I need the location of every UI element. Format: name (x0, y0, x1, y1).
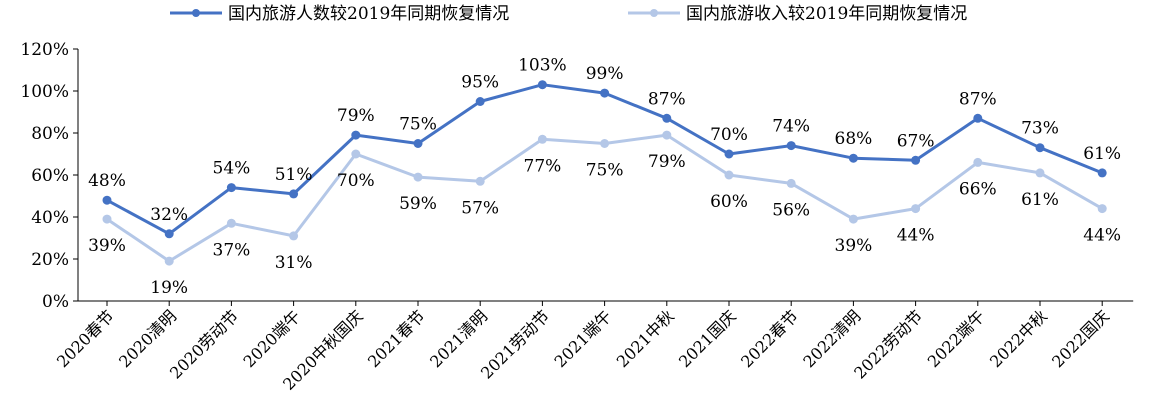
visitors-data-label: 79% (337, 106, 375, 126)
series-group (102, 80, 1107, 266)
x-tick-label: 2021国庆 (675, 306, 740, 371)
visitors-data-point (1097, 168, 1107, 178)
x-tick-label: 2022春节 (737, 306, 802, 371)
income-data-point (475, 176, 485, 186)
visitors-data-label: 48% (88, 171, 126, 191)
x-tick-label: 2021春节 (364, 306, 429, 371)
income-data-point (1035, 168, 1045, 178)
income-data-point (911, 204, 921, 214)
income-data-point (537, 134, 547, 144)
visitors-data-label: 61% (1083, 144, 1121, 164)
visitors-data-point (351, 130, 361, 140)
income-data-label: 59% (399, 194, 437, 214)
income-data-label: 66% (959, 179, 997, 199)
visitors-data-point (475, 97, 485, 106)
visitors-data-point (973, 113, 983, 123)
visitors-data-label: 103% (518, 56, 567, 76)
x-tick-label: 2020清明 (115, 306, 180, 371)
income-data-label: 60% (710, 192, 748, 212)
income-data-point (413, 172, 423, 182)
visitors-data-point (289, 189, 299, 199)
y-tick-label: 20% (31, 250, 69, 270)
income-data-label: 44% (1083, 226, 1121, 246)
visitors-data-point (413, 139, 423, 148)
legend: 国内旅游人数较2019年同期恢复情况 国内旅游收入较2019年同期恢复情况 (170, 4, 967, 24)
income-data-label: 70% (337, 171, 375, 191)
x-tick-label: 2022国庆 (1048, 306, 1113, 371)
visitors-data-point (600, 88, 610, 98)
income-data-label: 39% (88, 236, 126, 256)
visitors-data-label: 99% (586, 64, 624, 84)
visitors-data-point (662, 113, 672, 123)
income-data-point (786, 178, 796, 188)
visitors-data-point (226, 183, 236, 193)
visitors-data-label: 75% (399, 115, 437, 135)
x-tick-label: 2021端午 (551, 306, 616, 371)
visitors-data-label: 95% (461, 73, 499, 93)
income-data-point (289, 231, 299, 241)
income-data-label: 39% (835, 236, 873, 256)
income-data-label: 19% (150, 278, 188, 298)
y-tick-label: 40% (31, 208, 69, 228)
y-tick-label: 100% (20, 82, 69, 102)
visitors-data-point (537, 80, 547, 90)
x-tick-label: 2022清明 (799, 306, 864, 371)
visitors-data-point (786, 141, 796, 151)
visitors-data-label: 87% (959, 89, 997, 109)
income-data-label: 37% (213, 240, 251, 260)
income-data-label: 57% (461, 198, 499, 218)
x-tick-label: 2020春节 (53, 306, 118, 371)
income-data-label: 44% (897, 226, 935, 246)
legend-label-1: 国内旅游人数较2019年同期恢复情况 (228, 4, 509, 24)
income-series-line (106, 133, 1103, 263)
x-tick-label: 2021清明 (426, 306, 491, 371)
y-tick-label: 120% (20, 40, 69, 60)
visitors-data-label: 51% (275, 165, 313, 185)
income-data-point (164, 256, 174, 266)
visitors-data-label: 87% (648, 89, 686, 109)
visitors-data-label: 73% (1021, 119, 1059, 139)
visitors-data-point (164, 229, 174, 239)
legend-label-2: 国内旅游收入较2019年同期恢复情况 (686, 4, 967, 24)
y-tick-label: 60% (31, 166, 69, 186)
visitors-data-point (102, 195, 112, 205)
visitors-data-point (724, 149, 734, 159)
income-data-point (973, 157, 983, 167)
visitors-data-label: 70% (710, 125, 748, 145)
income-data-point (226, 218, 236, 228)
income-data-point (662, 130, 672, 140)
visitors-data-label: 32% (150, 205, 188, 225)
income-data-point (1097, 204, 1107, 214)
visitors-data-label: 74% (772, 117, 810, 137)
visitors-data-point (1035, 143, 1045, 153)
legend-swatch-marker-2 (650, 9, 658, 17)
y-tick-label: 0% (42, 292, 69, 312)
visitors-data-point (911, 155, 921, 165)
income-data-label: 56% (772, 200, 810, 220)
income-data-label: 75% (586, 161, 624, 181)
visitors-data-label: 54% (213, 159, 251, 179)
x-tick-label: 2022端午 (924, 306, 989, 371)
y-tick-label: 80% (31, 124, 69, 144)
visitors-series-line (106, 83, 1103, 236)
income-data-label: 31% (275, 253, 313, 273)
income-data-point (724, 170, 734, 180)
x-tick-label: 2021中秋 (613, 306, 678, 371)
income-data-point (102, 214, 112, 224)
income-data-point (600, 139, 610, 148)
income-data-label: 79% (648, 152, 686, 172)
visitors-data-label: 67% (897, 131, 935, 151)
x-tick-label: 2022中秋 (986, 306, 1051, 371)
data-labels: 48% 32% 54% 51% 79% 75% 95% 103% 99% 87% 70% 74% 68%… (88, 56, 1121, 298)
x-tick-label: 2020端午 (240, 306, 305, 371)
visitors-data-label: 68% (835, 129, 873, 149)
visitors-data-point (848, 153, 858, 163)
income-data-point (351, 149, 361, 159)
income-data-label: 77% (524, 156, 562, 176)
legend-swatch-marker-1 (192, 9, 200, 17)
income-data-point (848, 214, 858, 224)
income-data-label: 61% (1021, 190, 1059, 210)
